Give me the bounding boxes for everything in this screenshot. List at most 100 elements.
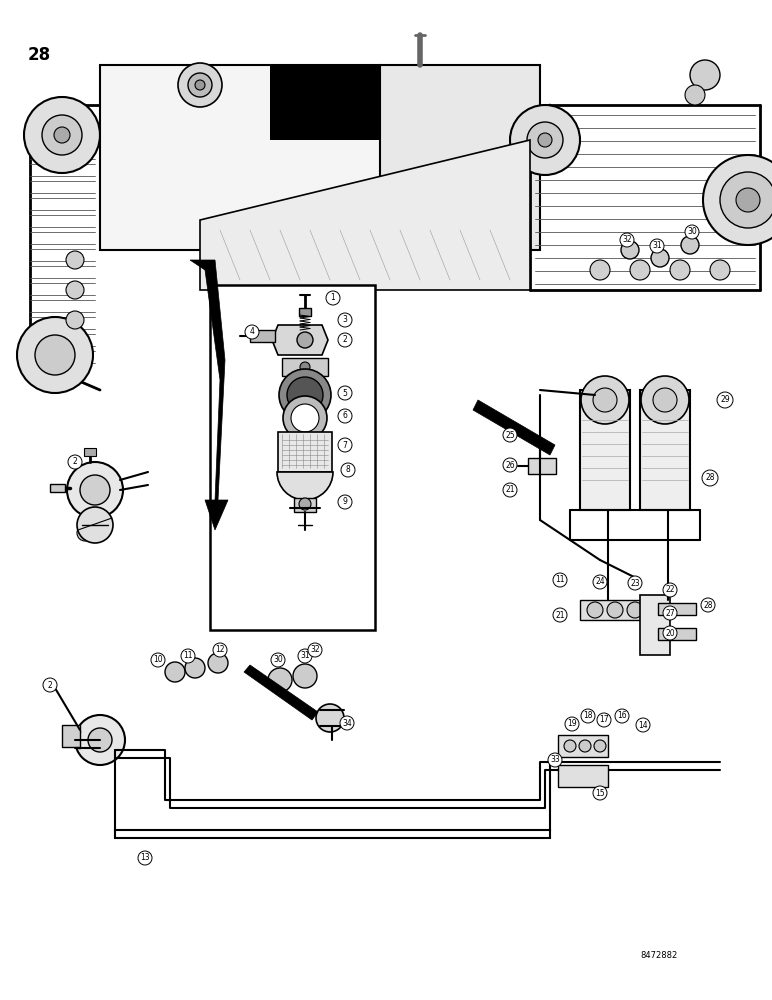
Text: 27: 27 — [665, 608, 675, 617]
Circle shape — [43, 678, 57, 692]
Text: 2: 2 — [48, 680, 52, 690]
Bar — [640, 595, 670, 655]
Circle shape — [35, 335, 75, 375]
Circle shape — [620, 233, 634, 247]
Circle shape — [685, 85, 705, 105]
Text: 17: 17 — [599, 716, 609, 724]
Text: 11: 11 — [555, 576, 565, 584]
Circle shape — [503, 483, 517, 497]
Circle shape — [283, 396, 327, 440]
Bar — [250, 330, 275, 342]
Circle shape — [181, 649, 195, 663]
Wedge shape — [277, 472, 333, 500]
Bar — [658, 628, 696, 640]
Circle shape — [300, 362, 310, 372]
Circle shape — [607, 602, 623, 618]
Circle shape — [245, 325, 259, 339]
Bar — [62, 725, 80, 747]
Text: 21: 21 — [505, 486, 515, 494]
Circle shape — [24, 97, 100, 173]
Text: 3: 3 — [343, 316, 347, 324]
Circle shape — [653, 388, 677, 412]
Text: 15: 15 — [595, 788, 604, 798]
Circle shape — [615, 709, 629, 723]
Bar — [50, 484, 65, 492]
Circle shape — [165, 662, 185, 682]
Bar — [380, 65, 540, 250]
Circle shape — [66, 251, 84, 269]
Text: 31: 31 — [652, 241, 662, 250]
Text: 32: 32 — [622, 235, 631, 244]
Circle shape — [287, 377, 323, 413]
Bar — [210, 285, 375, 630]
Circle shape — [297, 332, 313, 348]
Text: 28: 28 — [706, 474, 715, 483]
Circle shape — [647, 602, 663, 618]
Text: 16: 16 — [617, 712, 627, 720]
Text: 1: 1 — [330, 294, 335, 302]
Text: 18: 18 — [584, 712, 593, 720]
Circle shape — [710, 260, 730, 280]
Circle shape — [670, 260, 690, 280]
Bar — [84, 448, 96, 456]
Text: 10: 10 — [153, 656, 163, 664]
Circle shape — [17, 317, 93, 393]
Text: 13: 13 — [141, 854, 150, 862]
Circle shape — [630, 260, 650, 280]
Text: 28: 28 — [28, 46, 51, 64]
Polygon shape — [244, 665, 318, 720]
Circle shape — [538, 133, 552, 147]
Circle shape — [503, 458, 517, 472]
Text: 32: 32 — [310, 646, 320, 654]
Text: 34: 34 — [342, 718, 352, 728]
Circle shape — [208, 653, 228, 673]
Circle shape — [553, 573, 567, 587]
Circle shape — [681, 236, 699, 254]
Circle shape — [685, 225, 699, 239]
Circle shape — [195, 80, 205, 90]
Circle shape — [717, 392, 733, 408]
Circle shape — [641, 376, 689, 424]
Text: 19: 19 — [567, 720, 577, 728]
Circle shape — [88, 728, 112, 752]
Bar — [640, 390, 690, 510]
Text: 31: 31 — [300, 652, 310, 660]
Circle shape — [293, 664, 317, 688]
Circle shape — [338, 409, 352, 423]
Circle shape — [527, 122, 563, 158]
Circle shape — [340, 716, 354, 730]
Text: 6: 6 — [343, 412, 347, 420]
Circle shape — [636, 718, 650, 732]
Polygon shape — [200, 140, 530, 290]
Circle shape — [54, 127, 70, 143]
Text: 8472882: 8472882 — [640, 950, 677, 960]
Text: 30: 30 — [273, 656, 283, 664]
Circle shape — [593, 388, 617, 412]
Polygon shape — [272, 325, 328, 355]
Circle shape — [593, 575, 607, 589]
Circle shape — [581, 376, 629, 424]
Circle shape — [338, 495, 352, 509]
Circle shape — [188, 73, 212, 97]
Circle shape — [581, 709, 595, 723]
Circle shape — [151, 653, 165, 667]
Circle shape — [548, 753, 562, 767]
Circle shape — [308, 643, 322, 657]
Circle shape — [594, 740, 606, 752]
Bar — [278, 432, 332, 472]
Circle shape — [627, 602, 643, 618]
Circle shape — [271, 653, 285, 667]
Bar — [558, 765, 608, 787]
Circle shape — [279, 369, 331, 421]
Circle shape — [80, 475, 110, 505]
Circle shape — [68, 455, 82, 469]
Text: 20: 20 — [665, 629, 675, 638]
Text: 9: 9 — [343, 497, 347, 506]
Circle shape — [338, 438, 352, 452]
Bar — [528, 458, 556, 474]
Text: 23: 23 — [630, 578, 640, 587]
Text: 33: 33 — [550, 756, 560, 764]
Text: 25: 25 — [505, 430, 515, 440]
Circle shape — [587, 602, 603, 618]
Circle shape — [579, 740, 591, 752]
